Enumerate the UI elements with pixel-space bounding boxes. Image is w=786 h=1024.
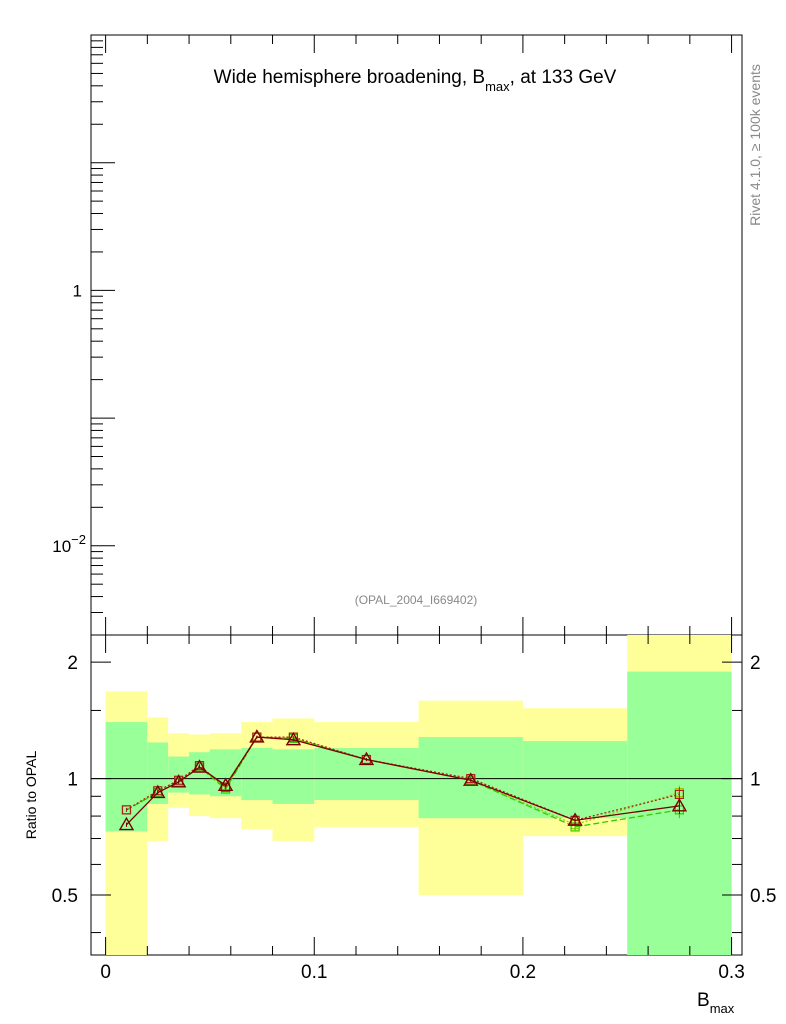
band-inner bbox=[314, 747, 419, 801]
chart-title-sub: max bbox=[485, 79, 510, 94]
tick-labels: 0 0.1 0.2 0.3 0.5 0.5 1 1 2 2 1 10−2 bbox=[52, 281, 777, 983]
band-inner bbox=[147, 742, 169, 804]
triangle-marker bbox=[358, 751, 375, 766]
analysis-label: (OPAL_2004_I669402) bbox=[355, 593, 478, 607]
main-panel-frame bbox=[90, 34, 743, 636]
triangle-marker bbox=[671, 797, 688, 812]
ratio-series bbox=[118, 729, 688, 832]
ratio-y-tick-label-right: 0.5 bbox=[750, 886, 776, 907]
band-inner bbox=[272, 749, 315, 804]
triangle-marker bbox=[170, 774, 187, 788]
triangle-marker bbox=[118, 816, 135, 831]
triangle-marker bbox=[191, 759, 208, 773]
chart-title: Wide hemisphere broadening, Bmax, at 133… bbox=[214, 67, 617, 94]
chart-title-main: Wide hemisphere broadening, B bbox=[214, 67, 485, 88]
ratio-y-tick-label-right: 1 bbox=[750, 770, 761, 791]
x-tick-label: 0.1 bbox=[301, 962, 327, 983]
triangle-marker bbox=[285, 731, 302, 746]
main-y-tick-label: 10−2 bbox=[52, 532, 86, 556]
series-line bbox=[126, 736, 680, 822]
ratio-y-tick-label-right: 2 bbox=[750, 653, 761, 674]
y-axis-label: Ratio to OPAL bbox=[23, 751, 39, 840]
ratio-bands bbox=[105, 635, 732, 955]
axis-ticks bbox=[91, 35, 742, 955]
series-solid-triangle bbox=[118, 729, 688, 831]
rivet-version-label: Rivet 4.1.0, ≥ 100k events bbox=[747, 64, 763, 226]
triangle-marker bbox=[567, 812, 583, 826]
triangle-marker bbox=[463, 772, 479, 786]
band-inner bbox=[241, 747, 273, 801]
main-y-tick-label: 1 bbox=[73, 281, 82, 300]
triangle-marker bbox=[150, 784, 166, 799]
x-axis-label-main: B bbox=[697, 990, 710, 1011]
ratio-panel-frame bbox=[90, 634, 743, 956]
ratio-y-tick-label-left: 0.5 bbox=[52, 886, 78, 907]
x-tick-label: 0.3 bbox=[718, 962, 744, 983]
chart-title-tail: , at 133 GeV bbox=[510, 67, 617, 88]
x-axis-label-sub: max bbox=[710, 1001, 735, 1016]
triangle-marker bbox=[249, 729, 265, 743]
x-tick-label: 0 bbox=[100, 962, 111, 983]
ratio-y-tick-label-left: 2 bbox=[67, 653, 78, 674]
band-inner bbox=[105, 722, 148, 832]
ratio-y-tick-label-left: 1 bbox=[67, 770, 78, 791]
x-tick-label: 0.2 bbox=[510, 962, 536, 983]
band-inner bbox=[189, 752, 210, 795]
band-inner bbox=[522, 741, 628, 819]
series-line bbox=[126, 736, 680, 828]
x-axis-label: Bmax bbox=[697, 990, 735, 1016]
square-marker bbox=[121, 805, 132, 815]
triangle-marker bbox=[217, 777, 234, 792]
